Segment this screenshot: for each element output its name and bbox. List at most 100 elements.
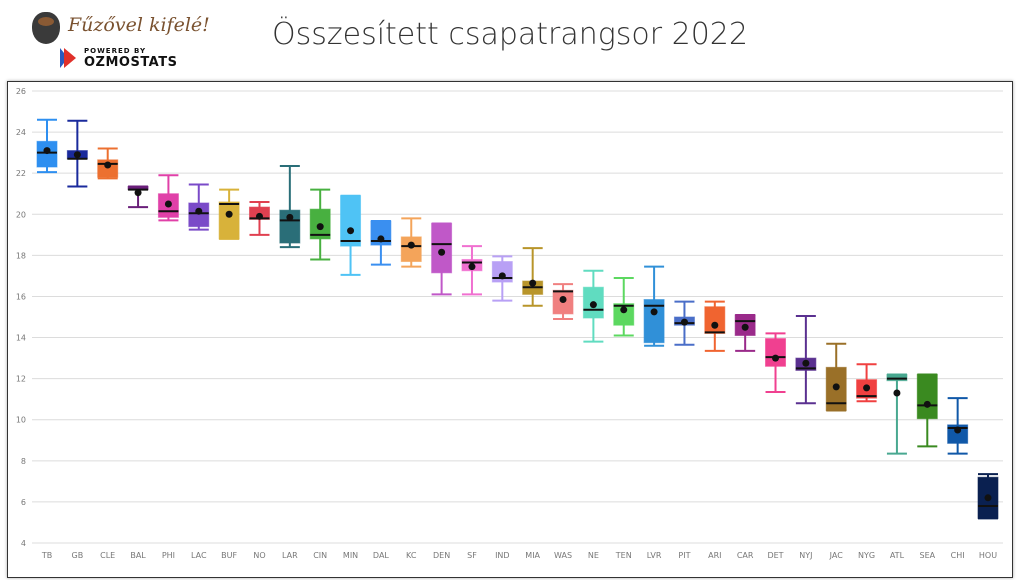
mean-point: [316, 223, 324, 231]
x-tick-label: WAS: [554, 551, 572, 560]
mean-point: [104, 161, 112, 169]
x-tick-label: NYJ: [799, 551, 812, 560]
mean-point: [711, 321, 719, 329]
y-tick-label: 10: [16, 416, 26, 425]
box-ari: [704, 306, 726, 334]
box-ten: [613, 303, 635, 326]
x-tick-label: NYG: [858, 551, 875, 560]
x-tick-label: DAL: [373, 551, 389, 560]
x-tick-label: KC: [406, 551, 417, 560]
x-tick-label: GB: [72, 551, 84, 560]
x-tick-label: PIT: [678, 551, 690, 560]
mean-point: [43, 147, 51, 155]
y-tick-label: 4: [21, 539, 26, 548]
mean-point: [802, 359, 810, 367]
mean-point: [589, 301, 597, 309]
x-tick-label: CAR: [737, 551, 754, 560]
mean-point: [893, 389, 901, 397]
box-chi: [947, 424, 969, 444]
mean-point: [164, 200, 172, 208]
y-tick-label: 16: [16, 292, 26, 301]
x-tick-label: SF: [467, 551, 477, 560]
chevron-icon: [64, 48, 76, 68]
mean-point: [438, 248, 446, 256]
page-title: Összesített csapatrangsor 2022: [272, 17, 748, 52]
y-tick-label: 14: [16, 334, 26, 343]
x-tick-label: HOU: [979, 551, 997, 560]
mean-point: [73, 151, 81, 159]
x-tick-label: MIN: [343, 551, 358, 560]
mean-point: [377, 235, 385, 243]
x-tick-label: LAC: [191, 551, 207, 560]
x-tick-label: TB: [41, 551, 52, 560]
x-tick-label: NO: [253, 551, 265, 560]
mean-point: [407, 241, 415, 249]
box-atl: [886, 374, 908, 382]
x-tick-label: IND: [495, 551, 510, 560]
mean-point: [863, 384, 871, 392]
mean-point: [255, 212, 263, 220]
logo-script-text: Fűzővel kifelé!: [68, 14, 210, 36]
box-sea: [916, 374, 938, 420]
mean-point: [984, 494, 992, 502]
y-tick-label: 18: [16, 251, 26, 260]
brand-text: OZMOSTATS: [84, 55, 178, 70]
box-lvr: [643, 299, 665, 344]
box-buf: [218, 201, 240, 240]
x-tick-label: ARI: [708, 551, 721, 560]
x-tick-label: TEN: [615, 551, 632, 560]
y-tick-label: 8: [21, 457, 26, 466]
box-den: [431, 223, 453, 274]
mean-point: [923, 400, 931, 408]
x-tick-label: JAC: [829, 551, 844, 560]
x-tick-label: CLE: [100, 551, 115, 560]
x-tick-label: CHI: [951, 551, 965, 560]
box-tb: [36, 140, 58, 168]
mean-point: [559, 296, 567, 304]
mean-point: [650, 308, 658, 316]
box-lar: [279, 209, 301, 244]
x-tick-label: CIN: [313, 551, 327, 560]
mean-point: [620, 306, 628, 314]
x-tick-label: MIA: [525, 551, 540, 560]
y-tick-label: 24: [16, 128, 26, 137]
x-tick-label: SEA: [919, 551, 935, 560]
mean-point: [468, 263, 476, 271]
mean-point: [529, 279, 537, 287]
x-tick-label: BAL: [130, 551, 146, 560]
powered-by-text: POWERED BY: [84, 47, 147, 55]
x-tick-label: LAR: [282, 551, 298, 560]
y-tick-label: 20: [16, 210, 26, 219]
mean-point: [832, 383, 840, 391]
mean-point: [195, 207, 203, 215]
x-tick-label: DEN: [433, 551, 450, 560]
mean-point: [286, 213, 294, 221]
mean-point: [772, 354, 780, 362]
y-tick-label: 6: [21, 498, 26, 507]
box-lac: [188, 202, 210, 228]
mean-point: [347, 227, 355, 235]
mean-point: [680, 318, 688, 326]
box-min: [340, 195, 362, 247]
mean-point: [954, 426, 962, 434]
mean-point: [134, 189, 142, 197]
x-tick-label: NE: [588, 551, 599, 560]
x-tick-label: BUF: [221, 551, 237, 560]
mean-point: [498, 272, 506, 280]
football-emblem-icon: [32, 12, 60, 44]
chart-frame: [7, 81, 1013, 578]
x-tick-label: LVR: [647, 551, 662, 560]
y-tick-label: 22: [16, 169, 26, 178]
x-tick-label: ATL: [890, 551, 905, 560]
x-tick-label: DET: [767, 551, 783, 560]
mean-point: [741, 323, 749, 331]
box-det: [765, 338, 787, 367]
y-tick-label: 12: [16, 375, 26, 384]
mean-point: [225, 210, 233, 218]
logo: Fűzővel kifelé! POWERED BY OZMOSTATS: [28, 10, 218, 70]
box-ind: [491, 261, 513, 283]
box-kc: [400, 236, 422, 263]
box-dal: [370, 220, 392, 246]
x-tick-label: PHI: [162, 551, 175, 560]
